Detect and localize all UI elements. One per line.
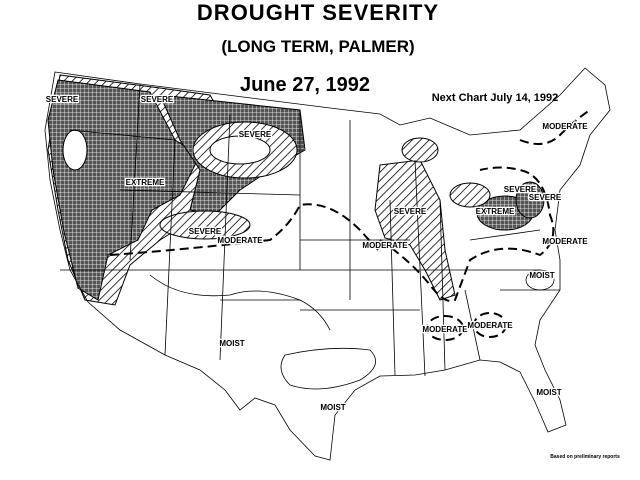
- severe-area: [374, 159, 456, 301]
- state-lines: [60, 83, 560, 377]
- severe-area: [449, 182, 491, 208]
- extreme-area: [515, 181, 545, 219]
- region-label: MOIST: [320, 403, 345, 412]
- next-chart: Next Chart July 14, 1992: [432, 92, 559, 104]
- region-label: MOIST: [529, 271, 554, 280]
- moderate-boundary: [426, 315, 464, 341]
- region-label: SEVERE: [239, 130, 272, 139]
- us-outline: [44, 67, 611, 461]
- severe-area: [209, 135, 271, 165]
- region-label: SEVERE: [189, 227, 222, 236]
- map-body: [44, 67, 611, 461]
- date: June 27, 1992: [240, 74, 370, 96]
- region-label: SEVERE: [504, 185, 537, 194]
- region-label: SEVERE: [394, 207, 427, 216]
- moist-boundary: [280, 347, 377, 390]
- moderate-boundary: [109, 203, 379, 256]
- moist-boundary: [149, 274, 331, 331]
- region-label: EXTREME: [126, 178, 165, 187]
- severe-area: [159, 210, 251, 240]
- region-label: SEVERE: [46, 95, 79, 104]
- region-label: SEVERE: [141, 95, 174, 104]
- footnote: Based on preliminary reports: [550, 454, 620, 460]
- moist-boundary: [525, 269, 555, 291]
- region-label: MOIST: [219, 339, 244, 348]
- region-label: MODERATE: [542, 237, 588, 246]
- region-label: MODERATE: [362, 241, 408, 250]
- region-label: MODERATE: [542, 122, 588, 131]
- moderate-boundary: [473, 312, 507, 338]
- moist-pocket: [62, 129, 88, 171]
- region-label: MOIST: [536, 388, 561, 397]
- region-label: MODERATE: [467, 321, 513, 330]
- region-label: MODERATE: [217, 236, 263, 245]
- severe-area: [401, 137, 439, 163]
- moderate-boundary: [519, 109, 591, 145]
- map-labels: SEVERE SEVERESEVEREEXTREMESEVEREMODERATEM…: [45, 94, 590, 414]
- subtitle: (LONG TERM, PALMER): [221, 37, 414, 56]
- region-label: EXTREME: [476, 207, 515, 216]
- title: DROUGHT SEVERITY: [197, 0, 439, 25]
- region-label: MODERATE: [422, 325, 468, 334]
- region-label: SEVERE: [529, 193, 562, 202]
